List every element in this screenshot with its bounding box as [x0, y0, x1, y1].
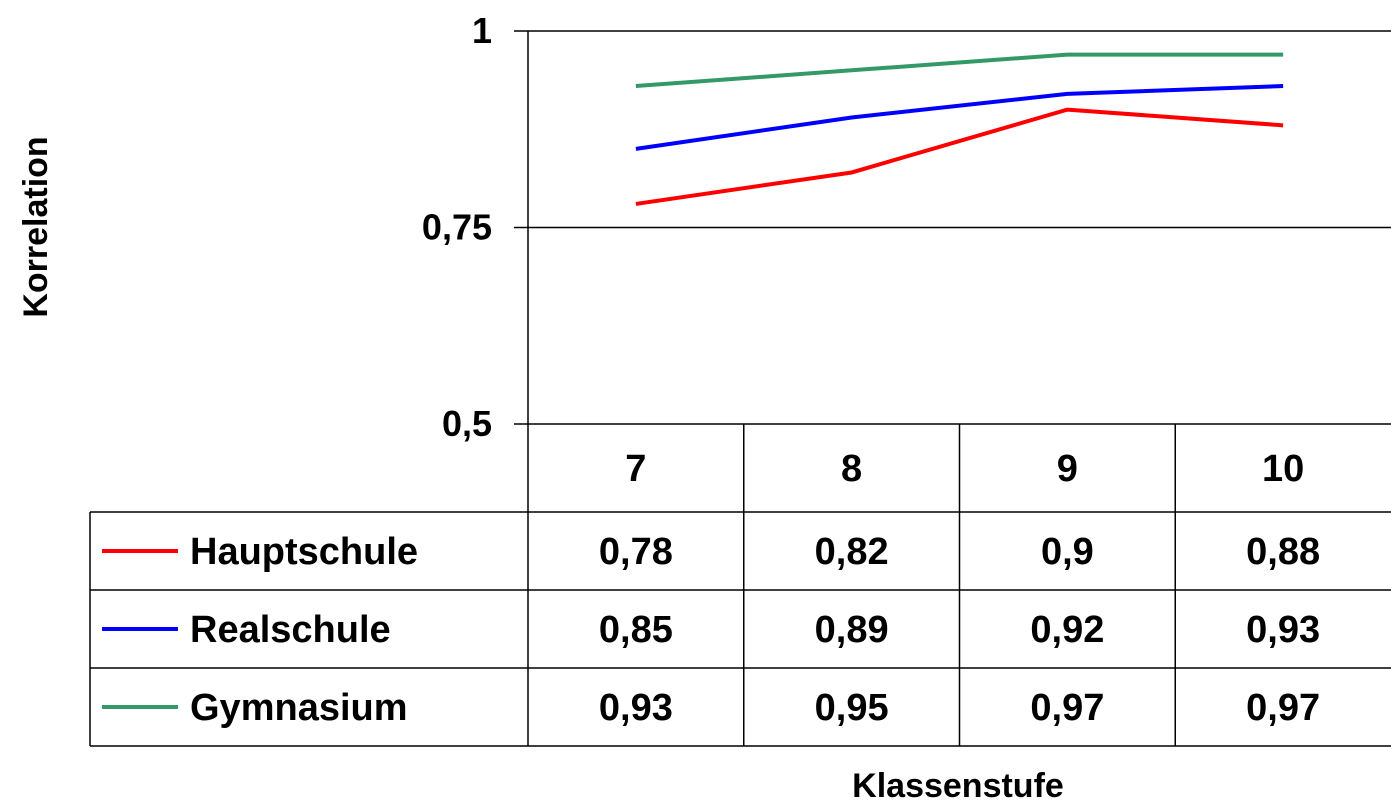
x-tick-label: 7 [625, 448, 646, 490]
data-label: 0,85 [599, 609, 673, 651]
y-tick-label: 1 [472, 10, 492, 51]
series-line [635, 84, 1284, 151]
legend-label: Gymnasium [190, 687, 408, 729]
data-label: 0,97 [1246, 687, 1320, 729]
y-tick-label: 0,75 [422, 207, 492, 248]
data-label: 0,95 [815, 687, 889, 729]
legend-label: Realschule [190, 609, 391, 651]
data-table: 7 8 9 10 Hauptschule 0,78 0,82 0,9 0,88 Realschul… [89, 424, 1391, 747]
data-label: 0,9 [1041, 531, 1094, 573]
x-axis-label: Klassenstufe [852, 767, 1064, 805]
data-label: 0,93 [599, 687, 673, 729]
data-label: 0,82 [815, 531, 889, 573]
gridlines [514, 30, 1391, 425]
data-label: 0,92 [1030, 609, 1104, 651]
y-axis-label: Korrelation [17, 136, 55, 317]
x-tick-label: 8 [841, 448, 862, 490]
x-tick-label: 10 [1262, 448, 1304, 490]
legend-label: Hauptschule [190, 531, 418, 573]
series-line [635, 52, 1284, 89]
series-lines [635, 52, 1284, 206]
data-label: 0,78 [599, 531, 673, 573]
data-label: 0,89 [815, 609, 889, 651]
series-line [635, 107, 1284, 206]
y-tick-label: 0,5 [442, 403, 492, 444]
x-tick-label: 9 [1057, 448, 1078, 490]
data-label: 0,88 [1246, 531, 1320, 573]
data-label: 0,97 [1030, 687, 1104, 729]
y-axis-ticks: 0,5 0,75 1 [422, 10, 492, 444]
data-label: 0,93 [1246, 609, 1320, 651]
